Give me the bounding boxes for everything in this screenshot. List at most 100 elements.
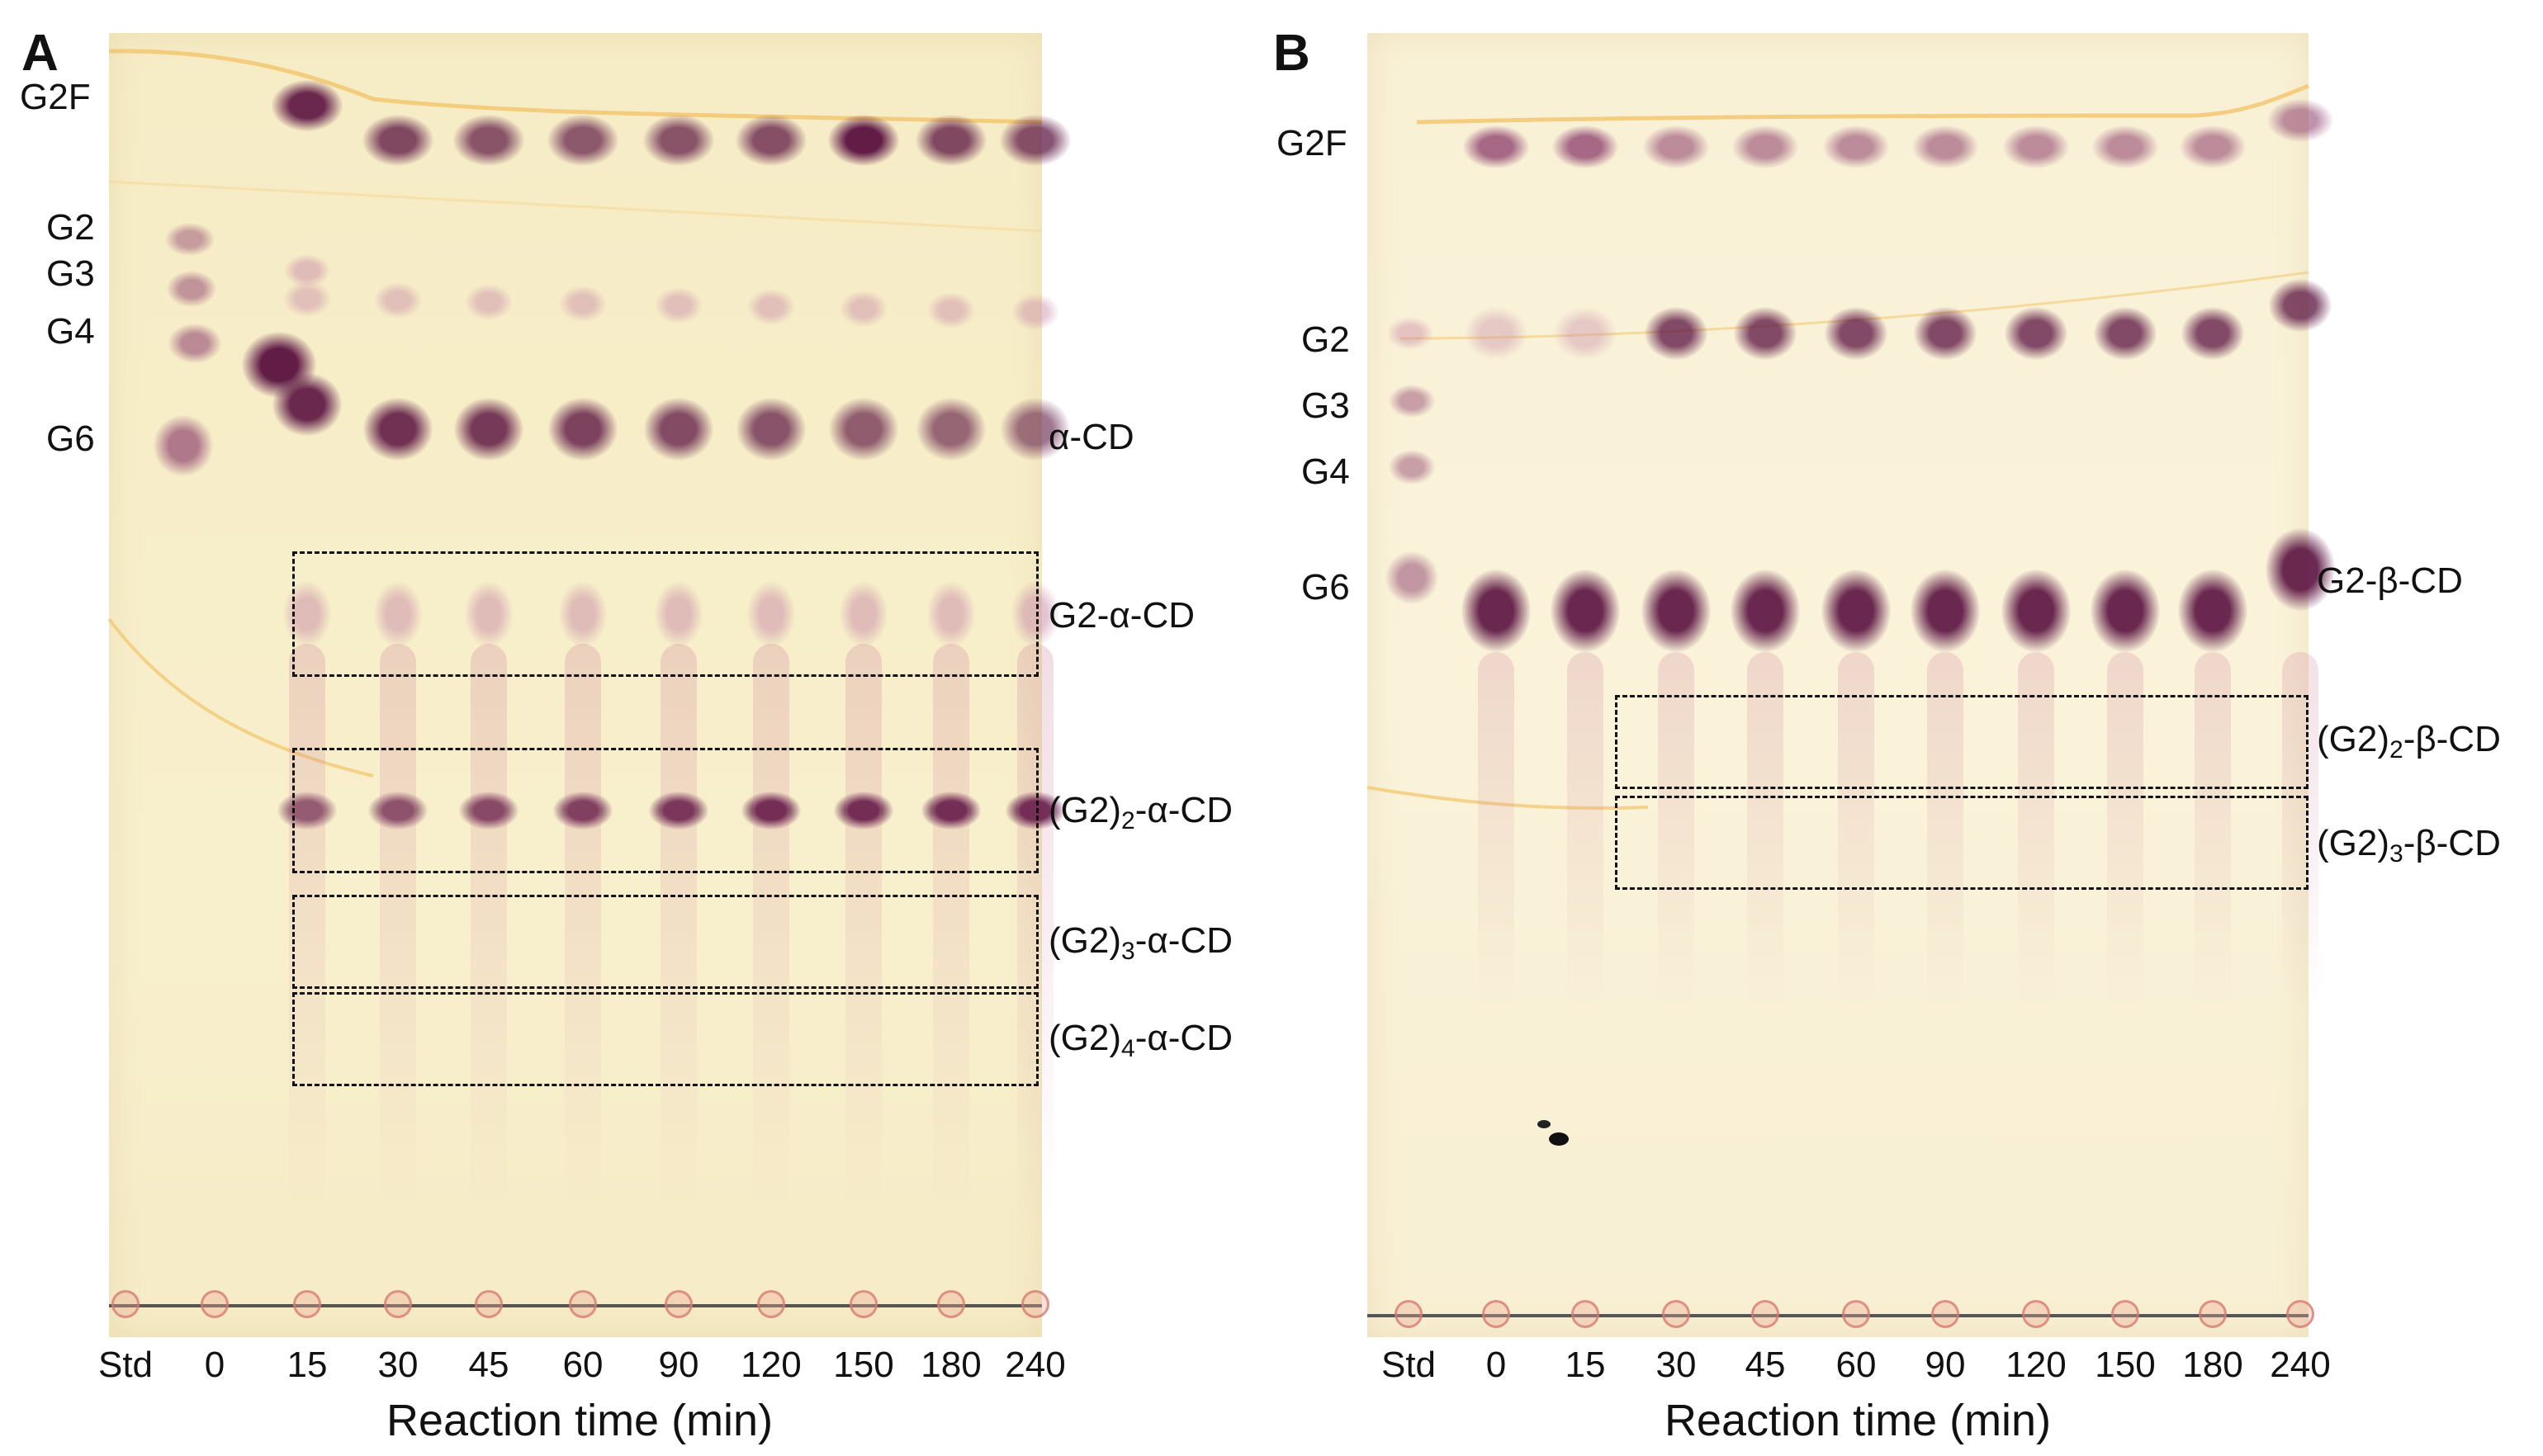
g2-spot bbox=[1825, 307, 1887, 360]
acd-spot bbox=[454, 398, 523, 461]
bcd-spot bbox=[1821, 570, 1891, 652]
g2-spot bbox=[1465, 307, 1527, 360]
lane-origin-180 bbox=[2199, 1300, 2227, 1328]
lane-streak bbox=[1747, 652, 1783, 1015]
std-g6-spot bbox=[1385, 551, 1438, 604]
g2f-spot bbox=[1912, 125, 1978, 168]
axis-title-a: Reaction time (min) bbox=[386, 1396, 774, 1445]
lane-label-30: 30 bbox=[1655, 1345, 1697, 1385]
std-g2-spot bbox=[1387, 317, 1433, 350]
bcd-spot bbox=[1731, 570, 1800, 652]
g2-2-acd-spot bbox=[649, 792, 708, 830]
bcd-spot bbox=[2091, 570, 2160, 652]
lane-origin-45 bbox=[475, 1290, 503, 1318]
std-g3-spot bbox=[167, 271, 216, 307]
lane-origin-180 bbox=[937, 1290, 965, 1318]
g2-2-acd-spot bbox=[834, 792, 893, 830]
lane-label-15: 15 bbox=[1565, 1345, 1606, 1385]
solvent-front-b bbox=[1366, 83, 2309, 1146]
g2f-spot bbox=[2267, 99, 2333, 142]
lane-streak bbox=[2195, 652, 2231, 1015]
lane-streak bbox=[753, 644, 789, 1222]
label-g2-3-acd: (G2)3-α-CD bbox=[1049, 920, 1233, 965]
g2-spot bbox=[840, 291, 888, 327]
lane15-acd-spot bbox=[284, 254, 330, 287]
g2-2-acd-spot bbox=[277, 792, 337, 830]
lane-origin-15 bbox=[293, 1290, 321, 1318]
g2-spot bbox=[2005, 307, 2067, 360]
box-g2-acd bbox=[292, 551, 1039, 677]
g2-spot bbox=[1554, 307, 1617, 360]
lane-origin-150 bbox=[2111, 1300, 2139, 1328]
g2-acd-spot bbox=[655, 581, 703, 647]
lane-label-180: 180 bbox=[921, 1345, 982, 1385]
label-g2-bcd: G2-β-CD bbox=[2317, 560, 2463, 601]
label-g2-3-bcd: (G2)3-β-CD bbox=[2317, 823, 2501, 867]
lane-label-150: 150 bbox=[833, 1345, 894, 1385]
lane-streak bbox=[471, 644, 507, 1222]
bcd-spot bbox=[2178, 570, 2247, 652]
g2f-spot bbox=[916, 115, 987, 166]
label-g2-2-bcd: (G2)2-β-CD bbox=[2317, 719, 2501, 763]
box-g2-2-bcd bbox=[1615, 695, 2309, 789]
acd-spot bbox=[363, 398, 433, 461]
label-g4-b: G4 bbox=[1301, 451, 1350, 492]
g2-spot bbox=[465, 284, 513, 320]
lane-streak bbox=[1658, 652, 1694, 1015]
g2-acd-spot bbox=[1011, 581, 1059, 647]
acd-spot bbox=[548, 398, 618, 461]
lane-label-240: 240 bbox=[1005, 1345, 1066, 1385]
acd-spot bbox=[272, 373, 342, 436]
g2-spot bbox=[2181, 307, 2244, 360]
g2f-spot bbox=[643, 115, 714, 166]
lane-origin-120 bbox=[757, 1290, 785, 1318]
lane-streak bbox=[1478, 652, 1514, 1015]
g2f-spot bbox=[736, 115, 807, 166]
g2-spot bbox=[927, 292, 975, 329]
g2f-spot bbox=[1552, 125, 1618, 168]
g2f-spot bbox=[2092, 125, 2158, 168]
solvent-front-a bbox=[107, 49, 1043, 778]
std-g4-spot bbox=[168, 324, 221, 363]
box-g2-4-acd bbox=[292, 992, 1039, 1086]
acd-spot bbox=[644, 398, 713, 461]
g2-spot bbox=[655, 287, 703, 324]
lane-streak bbox=[1017, 644, 1054, 1222]
acd-spot bbox=[1001, 398, 1070, 461]
g2-spot bbox=[374, 282, 422, 319]
lane-streak bbox=[2107, 652, 2143, 1015]
lane-streak bbox=[661, 644, 697, 1222]
g2-acd-spot bbox=[559, 581, 607, 647]
lane-streak bbox=[2282, 652, 2318, 1015]
lane-origin-0 bbox=[201, 1290, 229, 1318]
panel-a: A G2F G2 G3 G4 G6 α-CD G2-α-CD (G2)2-α-C… bbox=[20, 28, 1233, 1445]
label-g2-acd: G2-α-CD bbox=[1049, 595, 1195, 636]
lane-label-120: 120 bbox=[741, 1345, 802, 1385]
g2f-spot bbox=[362, 115, 433, 166]
lane-label-std: Std bbox=[1380, 1345, 1437, 1385]
lane-origin-30 bbox=[1662, 1300, 1690, 1328]
g2f-spot bbox=[1732, 125, 1798, 168]
lane-streak bbox=[1838, 652, 1874, 1015]
label-g2-a: G2 bbox=[46, 207, 95, 248]
lane-streak bbox=[933, 644, 969, 1222]
g2f-spot bbox=[2180, 125, 2246, 168]
tlc-plate-a bbox=[107, 33, 1043, 1337]
label-g2-4-acd: (G2)4-α-CD bbox=[1049, 1018, 1233, 1062]
lane-label-150: 150 bbox=[2095, 1345, 2156, 1385]
lane-origin-240 bbox=[2286, 1300, 2314, 1328]
label-g6-a: G6 bbox=[46, 418, 95, 459]
label-g3-b: G3 bbox=[1301, 385, 1350, 426]
lane-streak bbox=[380, 644, 416, 1222]
label-g2-2-acd: (G2)2-α-CD bbox=[1049, 790, 1233, 834]
g2f-spot bbox=[1000, 115, 1071, 166]
label-acd: α-CD bbox=[1049, 417, 1134, 457]
lane-label-0: 0 bbox=[1485, 1345, 1507, 1385]
g2-2-acd-spot bbox=[921, 792, 981, 830]
g2f-spot bbox=[2003, 125, 2069, 168]
std-g3-spot bbox=[1389, 385, 1435, 418]
baseline-b bbox=[1367, 1314, 2309, 1317]
axis-title-b: Reaction time (min) bbox=[1664, 1396, 2052, 1445]
tlc-plate-b bbox=[1366, 33, 2309, 1337]
box-g2-3-bcd bbox=[1615, 796, 2309, 890]
